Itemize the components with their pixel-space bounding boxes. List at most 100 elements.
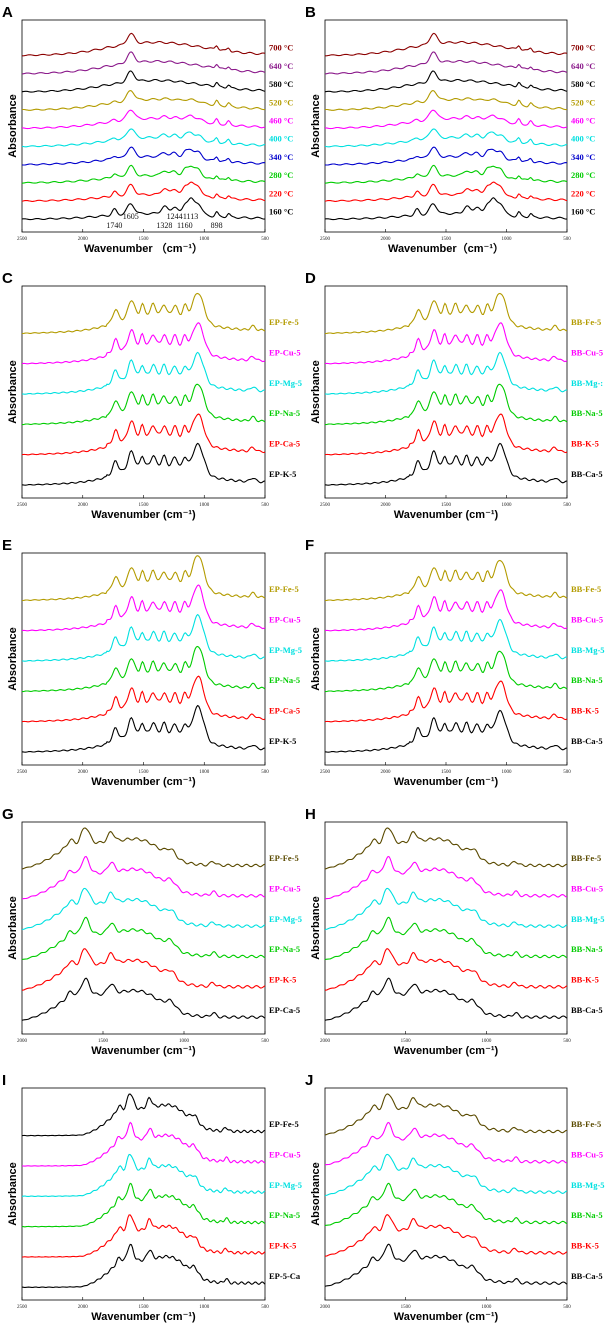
series-line [324,948,568,991]
x-tick-label: 1500 [139,503,150,508]
series-line [21,413,266,456]
panel-letter: C [2,270,13,287]
legend-entry: BB-Ca-5 [571,469,603,479]
y-axis-label: Absorbance [310,360,322,424]
x-tick-label: 500 [563,237,571,242]
series-line [324,589,568,632]
x-tick-label: 2000 [17,1039,28,1044]
panel-h: H 2000 1500 1000 500 Wavenumber (cm⁻¹) Absorba… [305,806,605,1057]
plot-frame [324,821,568,1035]
series-line [324,322,568,365]
x-tick-label: 500 [261,1305,269,1310]
legend-entry: BB-Fe-5 [571,853,601,863]
legend-entry: BB-Cu-5 [571,884,603,894]
series-line [21,70,266,93]
panel-e: E 2500 2000 1500 1000 500 Wavenumber (cm⁻¹) Abs… [2,537,302,788]
x-tick-label: 1500 [139,770,150,775]
series-line [324,181,568,202]
y-axis-label: Absorbance [310,896,322,960]
legend-entry: EP-Cu-5 [269,884,301,894]
series-line [324,559,568,602]
x-axis-label: Wavenumber （cm⁻¹） [84,242,203,255]
legend-entry: 340 °C [571,152,595,162]
legend-entry: EP-5-Ca [269,1271,301,1281]
x-tick-label: 1500 [139,237,150,242]
series-line [21,181,266,202]
y-axis-label: Absorbance [310,1162,322,1226]
x-tick-label: 500 [563,770,571,775]
series-line [324,680,568,723]
legend-entry: 520 °C [269,97,293,107]
legend-entry: EP-Fe-5 [269,1119,299,1129]
legend-entry: BB-Cu-5 [571,1150,603,1160]
x-axis-label: Wavenumber (cm⁻¹) [394,1311,499,1323]
legend-entry: 580 °C [571,79,595,89]
x-tick-label: 1000 [179,1039,190,1044]
y-axis-label: Absorbance [7,360,19,424]
series-line [324,618,567,662]
legend-entry: EP-Mg-5 [269,1180,302,1190]
plot-frame [21,552,266,766]
panel-i: I 2500 2000 1500 1000 500 Wavenumber (cm⁻¹) Abs… [2,1072,302,1323]
legend-entry: EP-Mg-5 [269,645,302,655]
series-line [324,146,568,166]
x-tick-label: 2500 [320,237,331,242]
series-line [21,109,266,130]
series-line [21,1153,266,1197]
y-axis-label: Absorbance [310,94,322,158]
x-tick-label: 2000 [381,770,392,775]
x-axis-label: Wavenumber (cm⁻¹) [394,1045,499,1057]
x-tick-label: 1000 [502,503,513,508]
x-tick-label: 2500 [17,1305,28,1310]
legend-entry: EP-Cu-5 [269,615,301,625]
legend-entry: 340 °C [269,152,293,162]
legend-entry: BB-Ca-5 [571,736,603,746]
series-line [324,887,568,931]
series-line [324,413,568,456]
x-tick-label: 1500 [441,503,452,508]
x-tick-label: 1000 [199,770,210,775]
x-axis-label: Wavenumber (cm⁻¹) [394,776,499,788]
series-line [21,584,266,632]
series-line [21,675,266,723]
peak-annotation: 1244 [167,212,183,221]
panel-j: J 2000 1500 1000 500 Wavenumber (cm⁻¹) Absorba… [305,1072,605,1323]
legend-entry: 640 °C [269,61,293,71]
series-line [21,555,266,602]
series-line [324,977,568,1021]
x-tick-label: 1500 [139,1305,150,1310]
legend-entry: 460 °C [571,116,595,126]
y-axis-label: Absorbance [7,896,19,960]
panel-letter: J [305,1072,313,1089]
series-line [324,292,568,335]
plot-frame [21,19,266,233]
legend-entry: EP-Mg-5 [269,378,302,388]
legend-entry: BB-Na-5 [571,675,603,685]
series-line [324,351,567,395]
panel-b: B 2500 2000 1500 1000 500 Wavenumber（cm⁻¹） Abso… [305,4,595,255]
series-line [21,1214,266,1258]
series-line [21,1182,266,1228]
legend-entry: BB-Fe-5 [571,584,601,594]
x-tick-label: 2500 [17,770,28,775]
panel-a: A 2500 2000 1500 1000 500 Wavenumber （cm⁻¹） Abs… [2,4,293,255]
x-axis-label: Wavenumber (cm⁻¹) [394,509,499,521]
legend-entry: 220 °C [571,188,595,198]
series-line [324,709,568,753]
plot-frame [324,19,568,233]
legend-entry: EP-Na-5 [269,675,300,685]
x-tick-label: 500 [261,770,269,775]
x-tick-label: 2000 [78,503,89,508]
x-tick-label: 1500 [401,1039,412,1044]
legend-entry: BB-Ca-5 [571,1005,603,1015]
series-line [324,128,568,148]
panel-letter: H [305,806,316,823]
legend-entry: BB-Mg-5 [571,1180,605,1190]
x-axis-label: Wavenumber (cm⁻¹) [91,1045,196,1057]
legend-entry: BB-Cu-5 [571,615,603,625]
x-tick-label: 1500 [441,770,452,775]
peak-annotation: 1328 [156,221,172,230]
x-tick-label: 1000 [481,1305,492,1310]
legend-entry: 160 °C [571,207,595,217]
legend-entry: EP-Fe-5 [269,317,299,327]
